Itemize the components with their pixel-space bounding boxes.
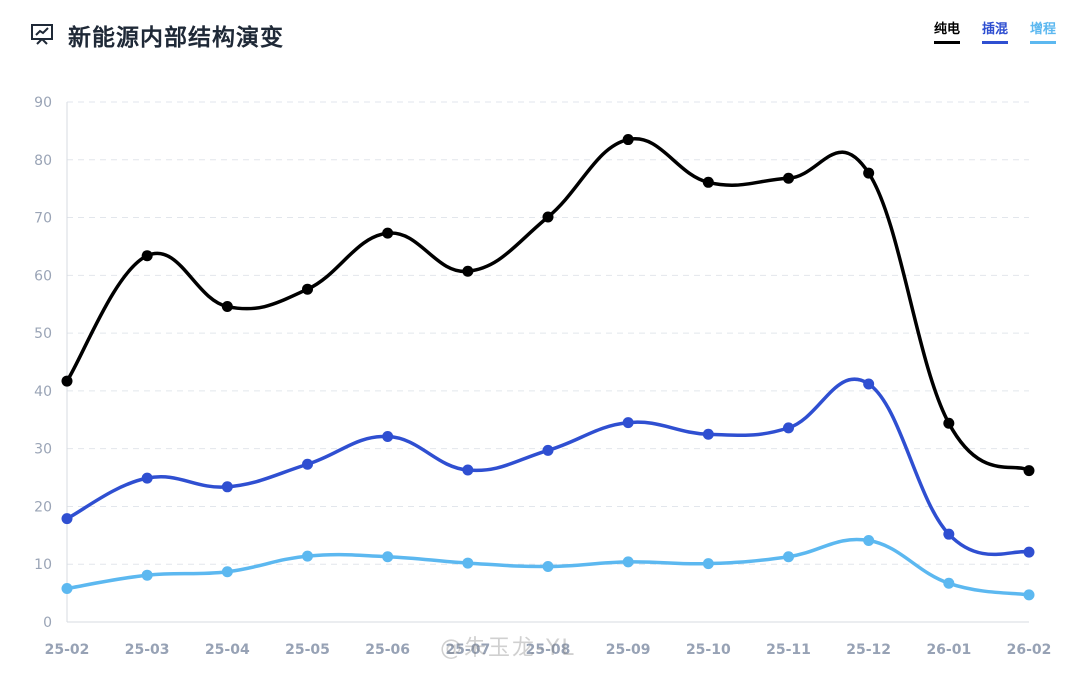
data-point-series-1	[863, 378, 875, 390]
y-tick-label: 20	[34, 499, 52, 515]
watermark: @朱玉龙-YL	[440, 636, 576, 661]
data-point-series-2	[542, 561, 554, 573]
data-point-series-1	[221, 481, 233, 493]
y-tick-label: 90	[34, 95, 52, 111]
data-point-series-1	[943, 528, 955, 540]
data-point-series-0	[542, 211, 554, 223]
data-point-series-0	[462, 265, 474, 277]
line-chart: 0 10 20 30 40 50 60 70 80 90 25-02 25-03 25-04 25-05 2…	[34, 95, 1052, 658]
series-line-0	[65, 137, 1031, 473]
data-point-series-2	[943, 577, 955, 589]
x-tick-label: 25-08	[526, 642, 571, 658]
x-tick-label: 25-10	[686, 642, 731, 658]
data-point-series-0	[622, 134, 634, 146]
x-tick-label: 26-01	[926, 642, 971, 658]
x-tick-label: 25-09	[606, 642, 651, 658]
legend-item-phev[interactable]: 插混	[981, 22, 1008, 44]
data-point-series-0	[783, 172, 794, 184]
series-line-1	[65, 377, 1031, 557]
x-tick-label: 25-05	[285, 642, 330, 658]
legend-item-erev[interactable]: 增程	[1029, 22, 1056, 44]
data-point-series-2	[1023, 589, 1035, 601]
legend-item-bev[interactable]: 纯电	[933, 22, 960, 44]
x-tick-label: 26-02	[1007, 642, 1052, 658]
chart-legend: 纯电 插混 增程	[933, 22, 1056, 44]
data-point-series-0	[702, 176, 714, 188]
data-point-series-2	[863, 535, 875, 547]
data-point-series-1	[462, 464, 474, 476]
data-point-series-2	[702, 558, 714, 570]
y-tick-label: 30	[34, 442, 52, 458]
presentation-chart-icon	[31, 24, 53, 45]
data-point-series-1	[622, 417, 634, 429]
data-point-series-1	[382, 431, 394, 443]
data-point-series-2	[141, 569, 153, 581]
y-tick-label: 40	[34, 384, 52, 400]
chart-header: 新能源内部结构演变 纯电 插混 增程	[0, 0, 1080, 70]
y-tick-label: 0	[43, 615, 52, 631]
data-point-series-2	[61, 582, 73, 594]
data-point-series-0	[1023, 465, 1035, 477]
x-tick-label: 25-02	[45, 642, 90, 658]
y-tick-label: 10	[34, 557, 52, 573]
data-point-series-0	[221, 301, 233, 313]
y-tick-label: 80	[34, 153, 52, 169]
x-tick-label: 25-03	[125, 642, 170, 658]
data-point-series-1	[141, 472, 153, 484]
x-tick-label: 25-07	[445, 642, 490, 658]
data-point-series-0	[302, 283, 313, 295]
data-point-series-2	[622, 556, 634, 568]
data-point-series-2	[302, 550, 313, 562]
data-point-series-1	[702, 428, 714, 440]
data-point-series-0	[943, 417, 955, 429]
data-point-series-2	[382, 551, 394, 563]
data-point-series-0	[61, 375, 73, 387]
chart-area: 0 10 20 30 40 50 60 70 80 90 25-02 25-03 25-04 25-05 2…	[0, 70, 1080, 674]
data-point-series-1	[783, 422, 794, 434]
data-point-series-0	[141, 250, 153, 262]
data-point-series-2	[221, 566, 233, 578]
data-point-series-1	[542, 444, 554, 456]
data-point-series-1	[1023, 546, 1035, 558]
x-tick-label: 25-04	[205, 642, 250, 658]
x-tick-label: 25-11	[766, 642, 811, 658]
y-tick-label: 50	[34, 326, 52, 342]
x-tick-label: 25-06	[365, 642, 410, 658]
data-point-series-0	[863, 167, 875, 179]
x-tick-label: 25-12	[846, 642, 891, 658]
data-point-series-0	[382, 227, 394, 239]
data-point-series-2	[783, 551, 794, 563]
data-point-series-1	[61, 513, 73, 525]
data-point-series-1	[302, 458, 313, 470]
chart-title: 新能源内部结构演变	[68, 25, 284, 51]
y-tick-label: 60	[34, 268, 52, 284]
y-tick-label: 70	[34, 211, 52, 227]
data-point-series-2	[462, 557, 474, 569]
